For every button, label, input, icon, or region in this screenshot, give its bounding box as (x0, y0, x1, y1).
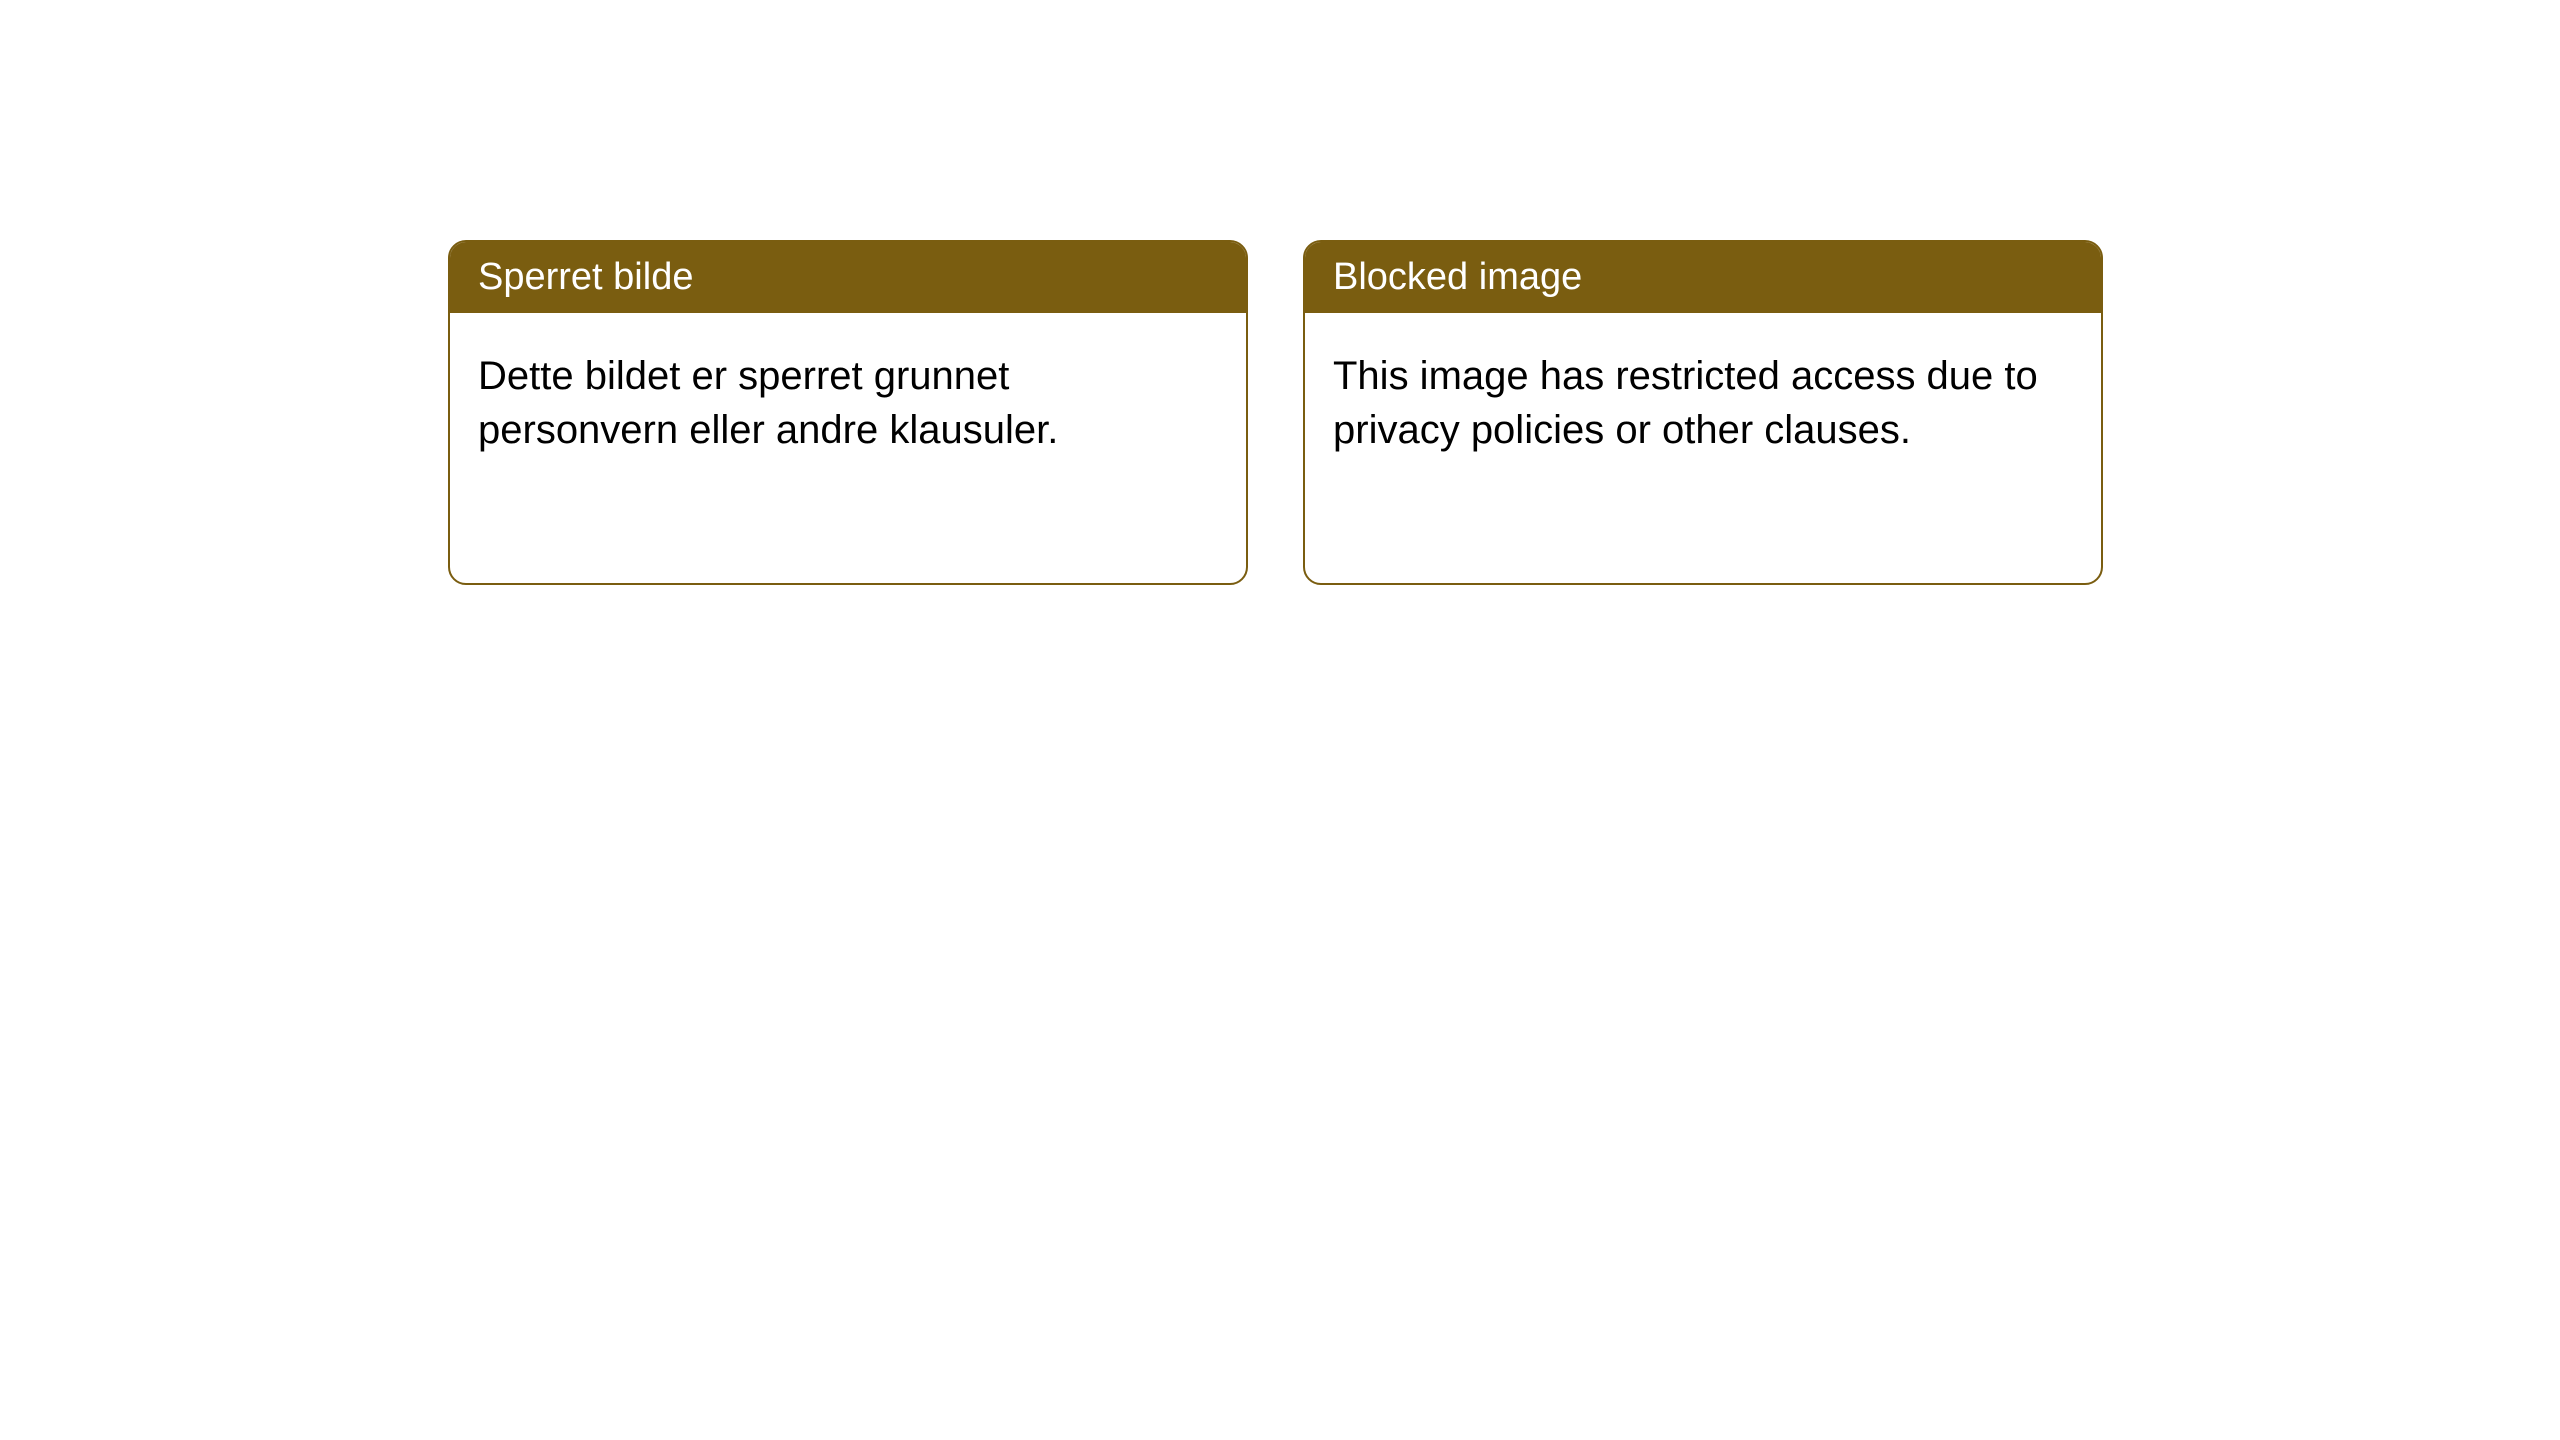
notice-container: Sperret bilde Dette bildet er sperret gr… (448, 240, 2103, 585)
notice-card-norwegian: Sperret bilde Dette bildet er sperret gr… (448, 240, 1248, 585)
notice-card-english: Blocked image This image has restricted … (1303, 240, 2103, 585)
notice-body-norwegian: Dette bildet er sperret grunnet personve… (450, 313, 1246, 583)
notice-header-norwegian: Sperret bilde (450, 242, 1246, 313)
notice-body-english: This image has restricted access due to … (1305, 313, 2101, 583)
notice-header-english: Blocked image (1305, 242, 2101, 313)
